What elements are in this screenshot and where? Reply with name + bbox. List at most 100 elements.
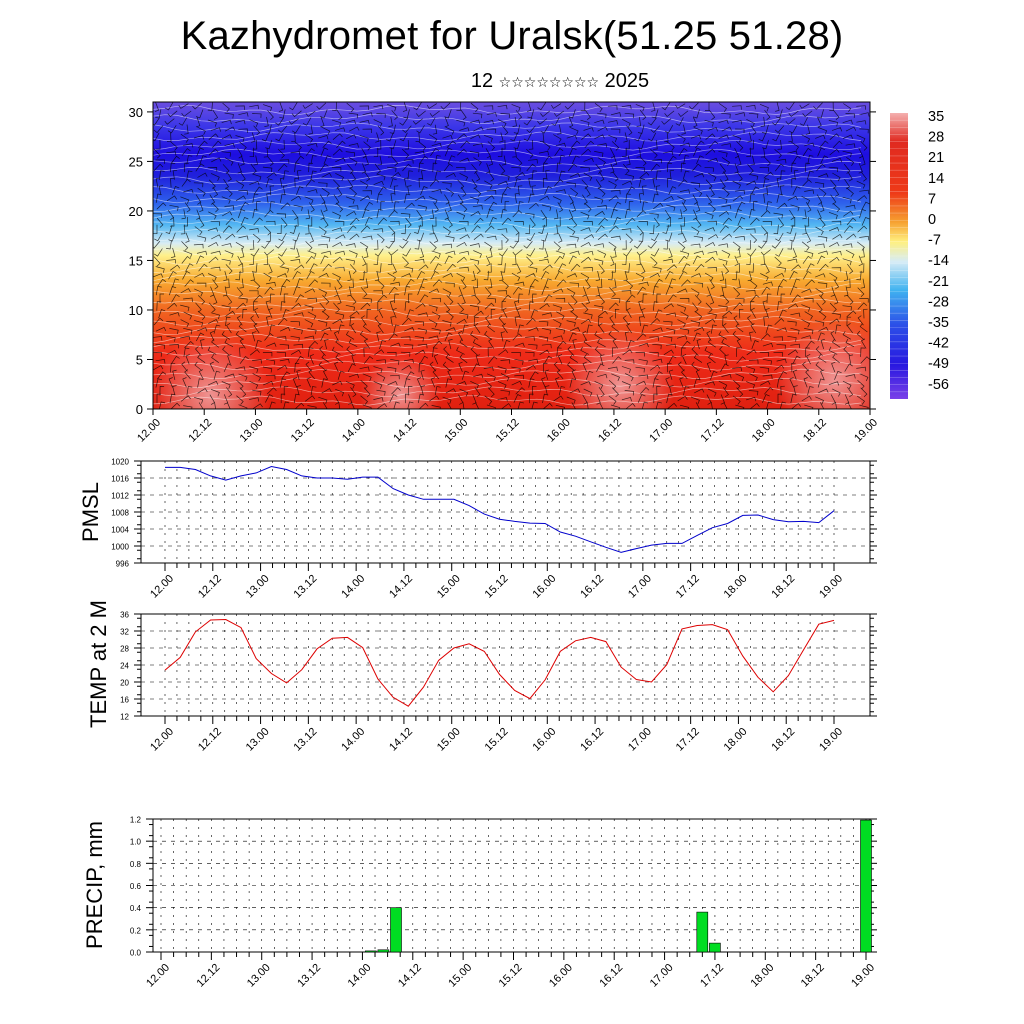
pmsl-panel-ytick-label: 1004: [111, 526, 129, 535]
colorbar-label: -28: [928, 294, 949, 310]
colorbar-label: -21: [928, 274, 949, 290]
xsec-ytick-label: 10: [129, 303, 143, 318]
isotherm-line: [153, 254, 862, 265]
precip-bar: [860, 819, 872, 953]
isotherm-line: [153, 342, 862, 353]
colorbar-label: 35: [928, 109, 944, 125]
pmsl-panel-ytick-label: 1000: [111, 543, 129, 552]
temp-panel-xtick-label: 12.12: [196, 726, 224, 754]
pmsl-panel-ylabel: PMSL: [78, 482, 103, 542]
precip-panel-xtick-label: 12.00: [144, 962, 172, 990]
isotherm-line: [153, 122, 862, 133]
precip-panel-xtick-label: 14.12: [396, 962, 424, 990]
xsec-xtick-label: 13.00: [238, 417, 266, 445]
precip-panel-xtick-label: 12.12: [195, 962, 223, 990]
temp-panel-xtick-label: 17.00: [626, 726, 654, 754]
precip-panel-ytick-label: 0.4: [130, 904, 142, 913]
chart-subtitle: 12 ☆☆☆☆☆☆☆☆ 2025: [0, 70, 1024, 93]
precip-panel-ytick-label: 0.6: [130, 882, 142, 891]
xsec-xtick-label: 17.12: [699, 417, 727, 445]
precip-panel-xtick-label: 17.12: [698, 962, 726, 990]
xsec-xtick-label: 14.12: [391, 417, 419, 445]
precip-panel-xtick-label: 17.00: [648, 962, 676, 990]
cross-section-panel: 0 5 10 15 20 25 30 12.00 12.12 13.00 13.12 14.00 14.…: [129, 101, 949, 445]
xsec-ytick-label: 20: [129, 204, 143, 219]
pmsl-panel-xtick-label: 16.12: [578, 573, 606, 601]
xsec-xtick-label: 19.00: [852, 417, 880, 445]
temp-panel-ytick-label: 20: [120, 679, 129, 688]
precip-bar: [390, 907, 402, 953]
temp-panel-xtick-label: 19.00: [817, 726, 845, 754]
isotherm-line: [153, 377, 862, 388]
xsec-xtick-label: 12.00: [135, 417, 163, 445]
isotherm-line: [153, 228, 862, 239]
isotherm-line: [153, 351, 862, 362]
temp-panel-ytick-label: 16: [120, 696, 129, 705]
xsec-ytick-label: 0: [136, 402, 143, 417]
temp-series-line: [164, 618, 835, 707]
isotherm-line: [153, 360, 862, 371]
chart-title: Kazhydromet for Uralsk(51.25 51.28): [180, 14, 844, 58]
pmsl-panel-xtick-label: 16.00: [530, 573, 558, 601]
xsec-xtick-label: 16.00: [545, 417, 573, 445]
colorbar: [890, 113, 908, 399]
pmsl-panel-frame: [140, 460, 871, 564]
pmsl-panel-ytick-label: 1008: [111, 509, 129, 518]
precip-panel-xtick-label: 16.00: [547, 962, 575, 990]
pmsl-series-line: [165, 465, 835, 553]
xsec-xtick-label: 17.00: [647, 417, 675, 445]
xsec-ytick-label: 25: [129, 154, 143, 169]
temp-panel-xtick-label: 13.00: [244, 726, 272, 754]
xsec-xtick-label: 15.00: [442, 417, 470, 445]
xsec-ytick-label: 5: [136, 352, 143, 367]
temp-panel-xtick-label: 14.12: [387, 726, 415, 754]
temp-panel-ytick-label: 12: [120, 713, 129, 722]
xsec-ytick-label: 30: [129, 105, 143, 120]
colorbar-label: -7: [928, 233, 941, 249]
temp-panel-ytick-label: 32: [120, 628, 129, 637]
temp-panel-ylabel: TEMP at 2 M: [86, 600, 111, 728]
colorbar-label: -49: [928, 356, 949, 372]
precip-panel-ytick-label: 0.8: [130, 860, 142, 869]
colorbar-label: 0: [928, 212, 936, 228]
isotherm-line: [153, 131, 862, 142]
precip-bar: [377, 949, 390, 953]
isotherm-line: [153, 219, 862, 230]
isotherm-line: [153, 236, 862, 248]
xsec-xtick-label: 14.00: [340, 417, 368, 445]
temp-panel-ytick-label: 24: [120, 662, 129, 671]
temp-panel-xtick-label: 13.12: [292, 726, 320, 754]
pmsl-panel-xtick-label: 17.00: [626, 573, 654, 601]
isotherm-line: [153, 386, 862, 397]
warm-core-shading: [153, 335, 270, 409]
pmsl-panel-xtick-label: 14.00: [339, 573, 367, 601]
pmsl-panel-xtick-label: 12.12: [196, 573, 224, 601]
isotherm-line: [153, 157, 862, 169]
xsec-ytick-label: 15: [129, 253, 143, 268]
pmsl-panel: 996 1000 1004 1008 1012 1016 1020 12.00 12.12 13.…: [78, 458, 877, 601]
colorbar-label: 21: [928, 150, 944, 166]
temp-panel-ytick-label: 28: [120, 645, 129, 654]
precip-panel-ytick-label: 0.0: [130, 949, 142, 958]
pmsl-panel-ytick-label: 996: [116, 560, 130, 569]
isotherm-line: [153, 333, 862, 345]
pmsl-panel-ytick-label: 1012: [111, 492, 129, 501]
colorbar-label: -14: [928, 253, 949, 269]
pmsl-panel-xtick-label: 12.00: [148, 573, 176, 601]
pmsl-panel-xtick-label: 13.00: [244, 573, 272, 601]
precip-panel-xtick-label: 15.12: [497, 962, 525, 990]
temp-panel-xtick-label: 14.00: [339, 726, 367, 754]
precip-panel-xtick-label: 16.12: [597, 962, 625, 990]
isotherm-line: [153, 298, 862, 309]
isotherm-line: [153, 148, 862, 160]
xsec-xtick-label: 13.12: [289, 417, 317, 445]
temp-panel-xtick-label: 17.12: [674, 726, 702, 754]
pmsl-panel-ytick-label: 1020: [111, 458, 129, 467]
pmsl-panel-xtick-label: 15.00: [435, 573, 463, 601]
precip-panel-frame: [152, 818, 871, 953]
xsec-xtick-label: 18.00: [750, 417, 778, 445]
colorbar-label: -42: [928, 336, 949, 352]
precip-panel-xtick-label: 18.12: [799, 962, 827, 990]
isotherm-line: [153, 210, 862, 221]
